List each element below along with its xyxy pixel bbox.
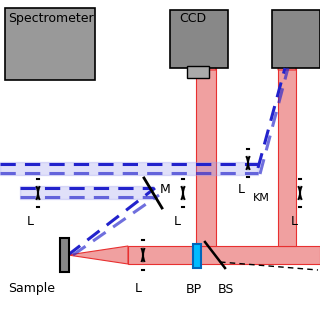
Text: Spectrometer: Spectrometer [8,12,94,25]
Text: L: L [173,215,180,228]
Text: Sample: Sample [8,282,55,295]
Text: L: L [27,215,34,228]
Text: BP: BP [186,283,202,296]
Bar [5,8,95,80]
Bar [60,238,69,272]
Text: CCD: CCD [179,12,206,25]
Polygon shape [278,10,296,70]
Text: M: M [160,183,171,196]
Text: BS: BS [218,283,234,296]
Bar [128,246,320,264]
Bar [187,66,209,78]
Polygon shape [68,246,128,264]
Text: L: L [237,183,244,196]
Bar [170,10,228,68]
Text: KM: KM [253,193,270,203]
Polygon shape [196,10,216,70]
Text: L: L [291,215,298,228]
Bar [196,68,216,246]
Bar [278,68,296,246]
Text: L: L [134,282,141,295]
Bar [193,244,201,268]
Bar [272,10,320,68]
